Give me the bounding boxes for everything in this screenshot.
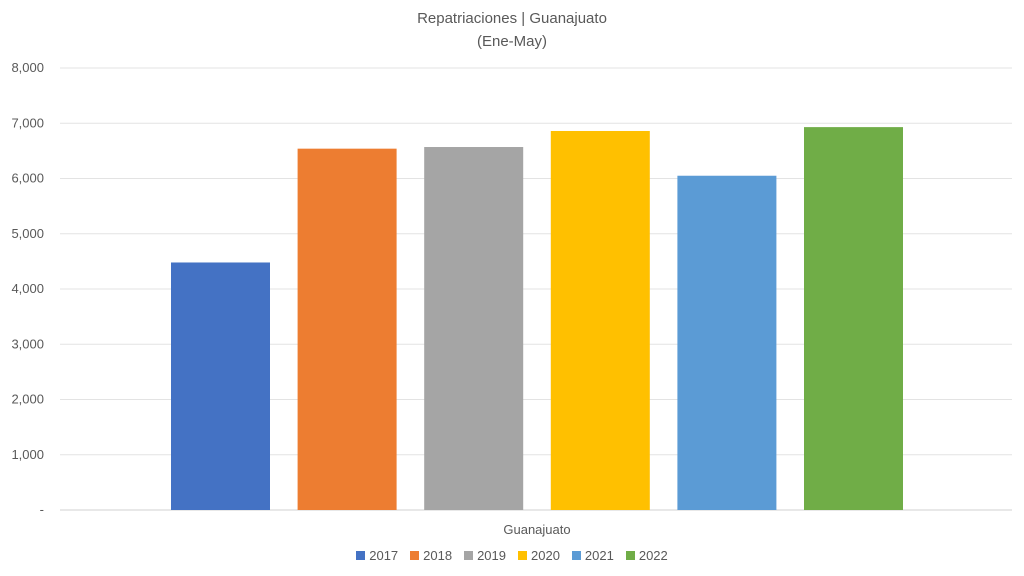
legend-swatch: [464, 551, 474, 560]
legend-label: 2021: [584, 548, 614, 563]
legend-item-2020: 2020: [518, 548, 560, 563]
y-tick-label: 7,000: [11, 115, 44, 130]
legend-label: 2022: [638, 548, 668, 563]
bar-2017: [171, 262, 270, 510]
bar-2020: [550, 130, 650, 511]
legend-label: 2017: [369, 548, 399, 563]
chart-subtitle: (Ene-May): [476, 33, 547, 50]
y-tick-label: 5,000: [11, 226, 44, 241]
y-tick-label: 1,000: [11, 447, 44, 462]
legend-label: 2018: [423, 548, 453, 563]
legend-item-2017: 2017: [356, 548, 398, 563]
chart-title: Repatriaciones | Guanajuato: [417, 10, 607, 27]
legend-item-2021: 2021: [571, 548, 614, 563]
y-tick-label: 2,000: [11, 392, 44, 407]
y-tick-label: 4,000: [11, 281, 44, 296]
y-tick-label: -: [40, 502, 44, 517]
legend-item-2022: 2022: [625, 548, 668, 563]
bar-2022: [804, 127, 903, 511]
y-tick-label: 3,000: [11, 336, 44, 351]
x-tick-label: Guanajuato: [503, 522, 570, 537]
legend-item-2019: 2019: [464, 548, 506, 563]
bar-2021: [677, 175, 777, 511]
legend-item-2018: 2018: [410, 548, 452, 563]
legend-swatch: [410, 551, 420, 560]
legend-swatch: [625, 551, 635, 560]
y-tick-label: 8,000: [11, 60, 44, 75]
chart-legend: 2017 2018 2019 2020 2021 2022: [0, 548, 1024, 563]
bar-2018: [297, 148, 397, 511]
legend-label: 2019: [477, 548, 506, 563]
legend-swatch: [571, 551, 581, 560]
legend-swatch: [356, 551, 366, 560]
legend-label: 2020: [531, 548, 560, 563]
y-tick-label: 6,000: [11, 171, 44, 186]
legend-swatch: [518, 551, 527, 560]
bar-2019: [424, 147, 524, 510]
